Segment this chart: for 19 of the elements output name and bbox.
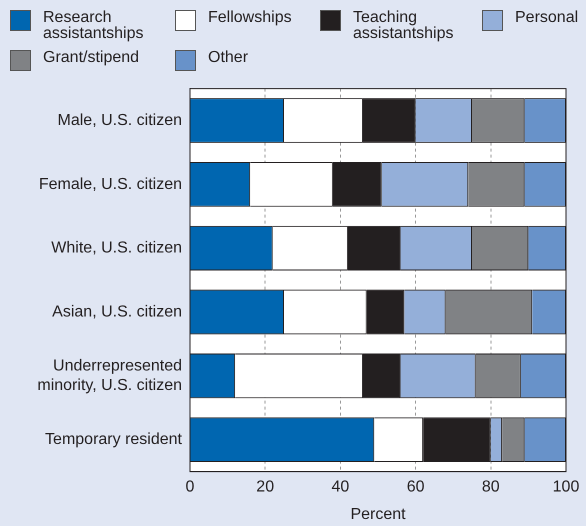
x-tick-label: 60 [406, 478, 425, 496]
legend-label: Research assistantships [43, 9, 144, 42]
x-tick-label: 100 [552, 478, 580, 496]
y-tick-label: White, U.S. citizen [51, 240, 182, 257]
x-tick-label: 40 [332, 478, 350, 496]
x-axis-title: Percent [350, 506, 406, 523]
y-tick-label: Female, U.S. citizen [38, 176, 182, 193]
y-tick-label: Temporary resident [45, 431, 183, 448]
y-tick-label: Asian, U.S. citizen [52, 303, 182, 320]
legend-label: Teaching assistantships [353, 9, 454, 42]
legend-label: Other [208, 49, 248, 66]
x-tick-label: 80 [482, 478, 500, 496]
legend-label: Grant/stipend [43, 49, 140, 66]
x-tick-label: 20 [256, 478, 274, 496]
y-tick-label: Underrepresented minority, U.S. citizen [37, 358, 182, 394]
y-tick-label: Male, U.S. citizen [58, 112, 182, 129]
legend-label: Fellowships [208, 9, 292, 26]
legend-label: Personal [515, 9, 578, 26]
x-tick-label: 0 [186, 478, 195, 496]
